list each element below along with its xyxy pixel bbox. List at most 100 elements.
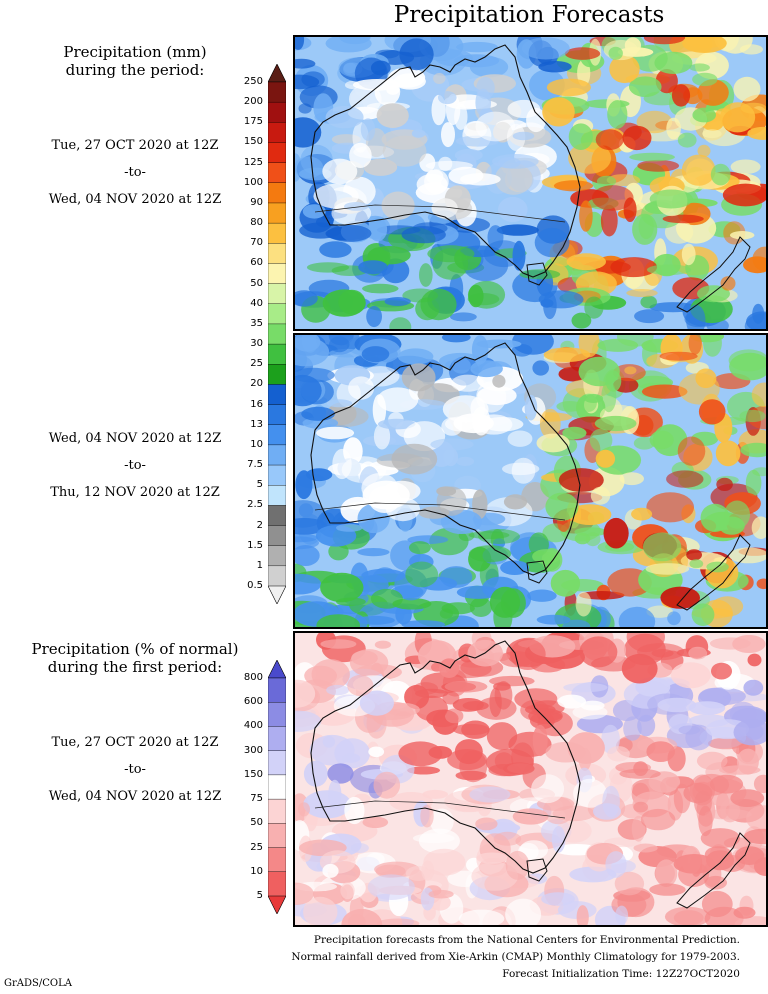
map3-field-patch — [454, 739, 483, 765]
mm-colorbar-tick-label: 60 — [250, 257, 263, 269]
pct-colorbar-tick-label: 25 — [250, 841, 263, 853]
mm-colorbar-graphic — [267, 63, 287, 605]
map2-field-patch — [631, 507, 653, 521]
map1-field-patch — [629, 152, 675, 162]
map1-field-patch — [512, 131, 535, 141]
map1-field-patch — [431, 198, 458, 219]
map2-field-patch — [361, 568, 406, 583]
map2-field-patch — [295, 545, 320, 566]
map1-field-patch — [622, 125, 652, 151]
map2-field-patch — [436, 486, 457, 496]
mm-colorbar-swatch — [267, 122, 287, 144]
mm-colorbar-swatch — [267, 263, 287, 285]
map1-field-patch — [362, 283, 399, 294]
page-title: Precipitation Forecasts — [393, 2, 665, 28]
map1-border-line — [314, 204, 566, 223]
map3-field-patch — [368, 746, 385, 758]
map1-field-patch — [592, 185, 634, 211]
map3-field-patch — [704, 808, 752, 820]
map3-field-patch — [576, 905, 589, 925]
mm-colorbar-tick-label: 100 — [243, 176, 263, 188]
pct-colorbar-graphic — [267, 659, 287, 915]
map3-field-patch — [510, 638, 546, 670]
map1-field-patch — [553, 180, 594, 192]
map1-field-patch — [689, 63, 710, 72]
map1-field-patch — [579, 200, 593, 232]
map1-field-patch — [634, 309, 665, 324]
pct-colorbar-tick-label: 5 — [256, 890, 263, 901]
mm-colorbar-tick-label: 30 — [250, 338, 263, 350]
map2-field-patch — [558, 468, 604, 492]
map1-field-patch — [640, 295, 657, 309]
map3-field-patch — [505, 850, 530, 880]
map3-field-patch — [719, 765, 761, 775]
map3-field-patch — [514, 688, 558, 710]
map2-field-patch — [361, 346, 390, 363]
map1-field-patch — [352, 79, 401, 91]
map2-field-patch — [451, 374, 484, 392]
map1-field-patch — [366, 305, 382, 328]
map1-field-patch — [733, 76, 761, 102]
map3-field-patch — [303, 760, 328, 787]
map1-field-patch — [496, 224, 539, 236]
map2-field-patch — [624, 366, 637, 375]
map1-field-patch — [608, 46, 623, 60]
map3-field-patch — [347, 674, 374, 697]
map1-field-patch — [298, 103, 312, 114]
map3-field-patch — [746, 805, 766, 832]
map2-field-patch — [580, 393, 597, 412]
map1-field-patch — [681, 243, 696, 266]
pct-colorbar-swatch — [267, 702, 287, 728]
map2-field-patch — [409, 541, 431, 555]
pct-colorbar-tick-label: 10 — [250, 865, 263, 877]
map2-field-patch — [688, 335, 702, 355]
map1-field-patch — [338, 289, 366, 315]
map2-field-patch — [441, 335, 471, 343]
map1-tasmania-coastline — [526, 262, 548, 286]
map3-field-patch — [704, 875, 727, 890]
pct-heading-1: Precipitation (% of normal) — [31, 640, 239, 658]
map3-field-patch — [602, 785, 620, 818]
map1-field-patch — [438, 156, 453, 172]
map1-field-patch — [438, 91, 457, 105]
map1-field-patch — [542, 97, 575, 127]
map2-field-patch — [336, 523, 363, 532]
map2-field-patch — [440, 566, 473, 588]
map2-field-patch — [579, 591, 625, 600]
map2-field-patch — [740, 442, 766, 458]
map2-field-patch — [382, 480, 421, 502]
map1-field-patch — [654, 51, 693, 74]
map2-field-patch — [456, 456, 475, 466]
map2-field-patch — [751, 382, 766, 408]
map2-border-line — [314, 502, 566, 521]
mm-colorbar-tick-label: 70 — [250, 237, 263, 249]
map2-field-patch — [590, 486, 611, 505]
map2-field-patch — [401, 363, 436, 392]
map1-field-patch — [382, 135, 427, 167]
map3-field-patch — [708, 737, 744, 750]
mm-colorbar-tick-label: 20 — [250, 378, 263, 390]
mm-colorbar-tick-label: 13 — [250, 418, 263, 430]
mm-colorbar-tick-label: 2 — [256, 519, 263, 531]
map3-field-patch — [327, 763, 354, 784]
map2-field-patch — [677, 436, 706, 466]
map1-field-patch — [538, 290, 584, 309]
map1-field-patch — [722, 183, 766, 207]
map2-field-patch — [562, 619, 591, 627]
map1-field-patch — [747, 126, 766, 140]
map1-field-patch — [546, 78, 591, 97]
mm-colorbar-swatch — [267, 464, 287, 486]
map2-field-patch — [430, 438, 474, 451]
map3-field-patch — [573, 778, 607, 808]
map2-field-patch — [329, 336, 350, 353]
map1-field-patch — [662, 214, 704, 224]
map2-field-patch — [295, 374, 322, 407]
map3-field-patch — [646, 741, 675, 762]
mm-colorbar-tick-label: 1.5 — [247, 539, 263, 551]
map3-field-patch — [489, 675, 535, 687]
pct-heading-2: during the first period: — [47, 658, 223, 676]
map3-field-patch — [407, 766, 441, 775]
map2-field-patch — [562, 426, 587, 440]
period3-start: Tue, 27 OCT 2020 at 12Z — [51, 735, 219, 750]
map2-field-patch — [575, 591, 592, 617]
